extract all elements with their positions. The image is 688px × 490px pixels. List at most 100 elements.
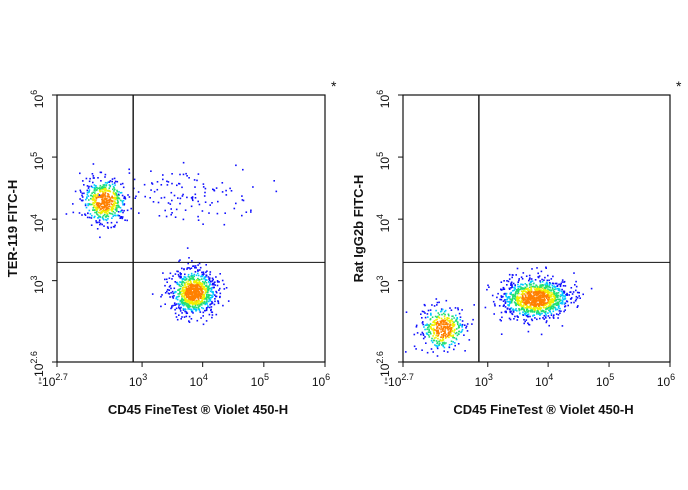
event-dot [229, 187, 231, 190]
event-dot [99, 188, 101, 190]
event-dot [561, 279, 564, 281]
event-dot [541, 280, 544, 283]
event-dot [101, 200, 104, 203]
event-dot [190, 281, 192, 284]
event-dot [573, 301, 575, 304]
event-dot [78, 212, 81, 214]
event-dot [558, 305, 560, 307]
event-dot [530, 309, 533, 312]
event-dot [424, 324, 427, 326]
event-dot [548, 307, 550, 309]
event-dot [110, 208, 113, 211]
x-tick-label: 105 [251, 372, 269, 389]
event-dot [422, 321, 424, 323]
event-dot [195, 285, 197, 288]
event-dot [106, 195, 109, 197]
event-dot [549, 282, 552, 285]
event-dot [197, 215, 199, 218]
event-dot [536, 296, 538, 299]
event-dot [434, 323, 436, 326]
event-dot [547, 290, 549, 292]
event-dot [101, 206, 103, 208]
event-dot [201, 300, 204, 303]
event-dot [191, 292, 194, 294]
event-dot [213, 189, 216, 192]
event-dot [570, 301, 573, 304]
y-tick-label: 103 [375, 275, 392, 293]
event-dot [536, 267, 538, 269]
event-dot [562, 290, 565, 293]
y-tick-label: -102.6 [375, 351, 392, 381]
event-dot [449, 307, 451, 309]
event-dot [182, 302, 184, 305]
event-dot [186, 290, 189, 292]
event-dot [194, 288, 197, 291]
event-dot [429, 323, 432, 325]
event-dot [110, 212, 112, 215]
event-dot [536, 306, 538, 309]
event-dot [545, 302, 547, 304]
event-dot [181, 302, 183, 304]
event-dot [443, 330, 445, 333]
event-dot [514, 291, 517, 293]
event-dot [99, 209, 101, 211]
event-dot [189, 303, 191, 305]
event-dot [446, 323, 449, 326]
event-dot [532, 301, 534, 304]
event-dot [444, 317, 446, 320]
event-dot [557, 289, 560, 292]
event-dot [201, 288, 203, 290]
event-dot [101, 217, 104, 219]
event-dot [186, 268, 188, 270]
event-dot [190, 285, 193, 287]
corner-asterisk: * [676, 78, 682, 94]
event-dot [549, 296, 552, 298]
event-dot [525, 299, 528, 302]
event-dot [515, 299, 518, 302]
event-dot [192, 199, 194, 202]
event-dot [204, 291, 207, 293]
event-dot [540, 296, 543, 298]
event-dot [107, 201, 110, 204]
event-dot [553, 293, 556, 295]
event-dot [430, 339, 433, 342]
event-dot [531, 285, 533, 288]
event-dot [539, 291, 541, 293]
event-dot [456, 317, 458, 319]
event-dot [211, 279, 214, 282]
event-dot [202, 280, 204, 283]
event-dot [196, 288, 198, 291]
event-dot [521, 307, 524, 309]
event-dot [541, 287, 544, 289]
event-dot [177, 293, 179, 295]
event-dot [564, 309, 566, 311]
event-dot [223, 283, 225, 286]
event-dot [198, 308, 201, 311]
event-dot [88, 209, 91, 212]
event-dot [104, 202, 106, 204]
event-dot [123, 195, 126, 198]
event-dot [533, 307, 535, 310]
event-dot [97, 202, 99, 204]
event-dot [188, 303, 190, 306]
event-dot [182, 304, 185, 307]
event-dot [544, 313, 547, 315]
event-dot [447, 320, 449, 322]
event-dot [430, 327, 432, 330]
event-dot [537, 287, 539, 290]
event-dot [114, 224, 116, 227]
event-dot [204, 289, 206, 291]
event-dot [543, 301, 545, 304]
event-dot [427, 324, 429, 326]
event-dot [536, 293, 539, 295]
event-dot [449, 331, 452, 333]
event-dot [96, 194, 99, 197]
event-dot [519, 288, 522, 291]
event-dot [509, 296, 511, 298]
event-dot [177, 273, 180, 276]
event-dot [120, 183, 122, 186]
event-dot [537, 304, 540, 306]
event-dot [537, 303, 540, 305]
event-dot [224, 212, 226, 214]
event-dot [509, 292, 511, 295]
